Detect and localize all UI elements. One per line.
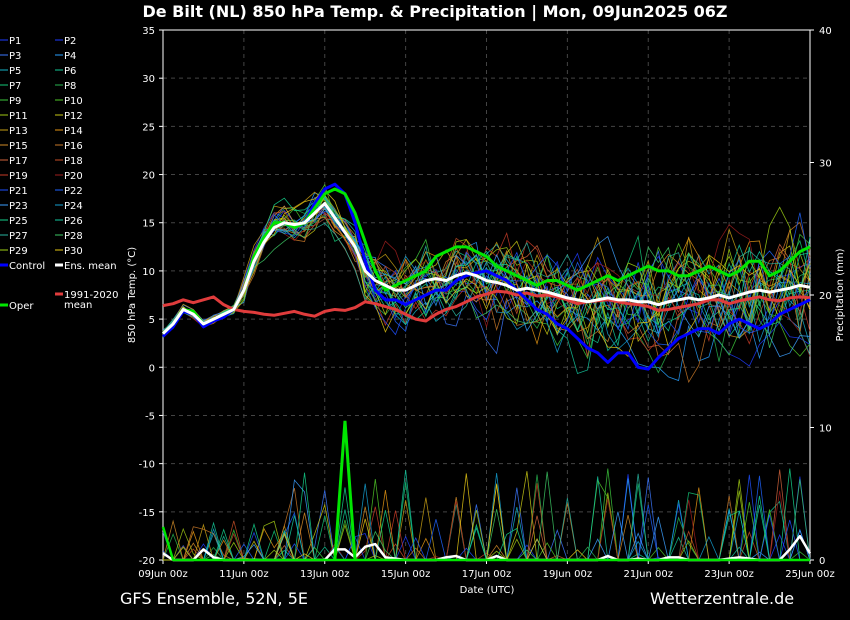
y-tick-label: 20 bbox=[142, 171, 155, 182]
footer-source: Wetterzentrale.de bbox=[650, 589, 795, 608]
legend-item-label: P15 bbox=[9, 141, 28, 152]
y-axis-label: 850 hPa Temp. (°C) bbox=[127, 247, 138, 343]
legend-item-label: P3 bbox=[9, 51, 21, 62]
legend-item-label: P26 bbox=[64, 216, 83, 227]
legend-item-label: P24 bbox=[64, 201, 83, 212]
oper-precip-line bbox=[161, 526, 810, 562]
y-tick-label: -10 bbox=[139, 460, 155, 471]
legend-item-label: P19 bbox=[9, 171, 28, 182]
legend-item-label: P30 bbox=[64, 246, 83, 257]
y-tick-label: 15 bbox=[142, 219, 155, 230]
legend-item-label: P4 bbox=[64, 51, 76, 62]
legend-item-label: P20 bbox=[64, 171, 83, 182]
legend-item-label: P23 bbox=[9, 201, 28, 212]
legend-item-label: P27 bbox=[9, 231, 28, 242]
legend-item-label: P10 bbox=[64, 96, 83, 107]
legend-item-label: P13 bbox=[9, 126, 28, 137]
legend-item-oper-label: Oper bbox=[9, 301, 34, 312]
legend-item-label: P2 bbox=[64, 36, 76, 47]
legend-item-label: P17 bbox=[9, 156, 28, 167]
legend-item-label: P11 bbox=[9, 111, 28, 122]
climate-mean-line bbox=[162, 289, 811, 323]
legend-item-label: P14 bbox=[64, 126, 83, 137]
legend-item-label: P8 bbox=[64, 81, 76, 92]
y2-tick-label: 30 bbox=[819, 159, 832, 170]
legend-item-label: P18 bbox=[64, 156, 83, 167]
x-tick-label: 17Jun 00z bbox=[462, 569, 512, 580]
x-tick-label: 15Jun 00z bbox=[381, 569, 431, 580]
y2-axis-label: Precipitation (mm) bbox=[835, 248, 846, 341]
main-series bbox=[161, 182, 812, 562]
oper-precip-spike bbox=[333, 420, 357, 561]
y2-tick-label: 40 bbox=[819, 26, 832, 37]
legend-item-control-label: Control bbox=[9, 261, 45, 272]
y2-tick-label: 10 bbox=[819, 424, 832, 435]
legend-item-label: P29 bbox=[9, 246, 28, 257]
oper-line bbox=[161, 187, 811, 335]
x-tick-label: 23Jun 00z bbox=[704, 569, 754, 580]
x-axis-label: Date (UTC) bbox=[460, 585, 515, 596]
legend-item-label: P21 bbox=[9, 186, 28, 197]
legend-item-ens-mean-label: Ens. mean bbox=[64, 261, 117, 272]
y-tick-label: -20 bbox=[139, 556, 155, 567]
y2-tick-label: 20 bbox=[819, 291, 832, 302]
legend-item-label: P16 bbox=[64, 141, 83, 152]
y-axis-ticks: 35 30 25 20 15 10 5 0 -5 -10 -15 -20 bbox=[139, 26, 163, 567]
legend-item-label: P5 bbox=[9, 66, 21, 77]
x-tick-label: 13Jun 00z bbox=[300, 569, 350, 580]
x-tick-label: 19Jun 00z bbox=[543, 569, 593, 580]
member-temp-line bbox=[162, 195, 811, 348]
x-axis-ticks: 09Jun 00z 11Jun 00z 13Jun 00z 15Jun 00z 17Ju… bbox=[138, 560, 835, 580]
legend-item-climate-label-2: mean bbox=[64, 300, 92, 311]
legend-item-label: P12 bbox=[64, 111, 83, 122]
y-tick-label: 25 bbox=[142, 122, 155, 133]
legend-item-label: P22 bbox=[64, 186, 83, 197]
legend-item-label: P1 bbox=[9, 36, 21, 47]
y-tick-label: 10 bbox=[142, 267, 155, 278]
x-tick-label: 21Jun 00z bbox=[623, 569, 673, 580]
legend-item-label: P7 bbox=[9, 81, 21, 92]
legend-item-label: P28 bbox=[64, 231, 83, 242]
y-tick-label: -15 bbox=[139, 508, 155, 519]
y-tick-label: 5 bbox=[149, 315, 155, 326]
footer-model: GFS Ensemble, 52N, 5E bbox=[120, 589, 308, 608]
member-temp-line bbox=[162, 189, 811, 358]
legend: P1 P2 P3 P4 P5 P6 P7 P8 P9 P10 P11 P12 P13 P14 P15 P16 P… bbox=[0, 36, 119, 312]
legend-item-climate-label: 1991-2020 bbox=[64, 290, 119, 301]
legend-item-label: P25 bbox=[9, 216, 28, 227]
x-tick-label: 25Jun 00z bbox=[785, 569, 835, 580]
y-tick-label: 35 bbox=[142, 26, 155, 37]
y2-axis-ticks: 40 30 20 10 0 bbox=[810, 26, 832, 567]
x-tick-label: 09Jun 00z bbox=[138, 569, 188, 580]
y2-tick-label: 0 bbox=[819, 556, 825, 567]
legend-item-label: P9 bbox=[9, 96, 21, 107]
chart-title: De Bilt (NL) 850 hPa Temp. & Precipitati… bbox=[142, 2, 727, 22]
y-tick-label: -5 bbox=[145, 411, 155, 422]
x-tick-label: 11Jun 00z bbox=[219, 569, 269, 580]
legend-item-label: P6 bbox=[64, 66, 76, 77]
y-tick-label: 30 bbox=[142, 74, 155, 85]
y-tick-label: 0 bbox=[149, 363, 155, 374]
ens-mean-line bbox=[161, 201, 811, 335]
